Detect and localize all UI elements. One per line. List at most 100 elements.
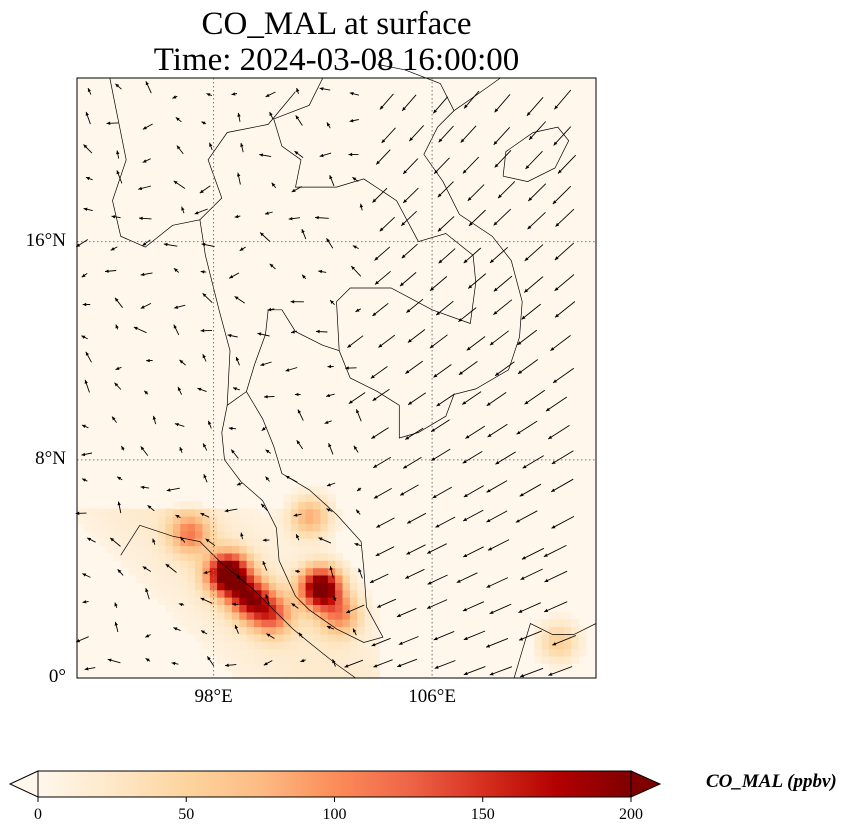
wind-arrow-head bbox=[178, 603, 183, 607]
wind-arrow-head bbox=[194, 211, 199, 215]
wind-arrow-shaft bbox=[493, 299, 513, 315]
wind-arrow-head bbox=[234, 214, 239, 219]
wind-arrow-shaft bbox=[493, 275, 513, 292]
gridlines bbox=[77, 78, 596, 678]
wind-arrow-head bbox=[147, 505, 152, 509]
wind-arrow-head bbox=[231, 92, 236, 96]
wind-arrow-shaft bbox=[487, 423, 508, 438]
wind-arrow-head bbox=[142, 566, 147, 570]
wind-arrow-head bbox=[355, 308, 360, 312]
wind-arrow-shaft bbox=[523, 276, 544, 293]
wind-arrow-head bbox=[515, 519, 520, 523]
wind-arrow-head bbox=[464, 104, 468, 109]
colorbar-body bbox=[37, 770, 632, 798]
wind-arrow-head bbox=[518, 609, 523, 613]
wind-arrow-head bbox=[200, 270, 205, 274]
wind-arrow-head bbox=[468, 222, 473, 226]
wind-arrow-head bbox=[114, 621, 118, 626]
wind-arrow-head bbox=[371, 435, 376, 439]
wind-arrow-head bbox=[174, 423, 179, 427]
wind-arrow-head bbox=[345, 366, 349, 370]
map-frame bbox=[76, 77, 597, 679]
wind-arrow-shaft bbox=[518, 630, 542, 641]
wind-arrow-head bbox=[554, 105, 558, 110]
wind-arrow-shaft bbox=[517, 329, 538, 346]
wind-arrow-head bbox=[378, 343, 383, 348]
wind-arrow-head bbox=[527, 225, 532, 230]
wind-arrow-head bbox=[115, 366, 120, 370]
wind-arrow-head bbox=[84, 667, 89, 671]
wind-arrow-shaft bbox=[467, 184, 485, 202]
wind-arrow-head bbox=[326, 393, 331, 398]
wind-arrow-head bbox=[433, 109, 437, 114]
wind-arrow-head bbox=[437, 193, 442, 198]
wind-arrow-shaft bbox=[554, 242, 574, 261]
wind-arrow-head bbox=[133, 326, 138, 331]
wind-arrow-head bbox=[83, 207, 88, 211]
wind-arrow-shaft bbox=[462, 546, 484, 558]
wind-arrow-head bbox=[488, 547, 492, 551]
wind-arrow-head bbox=[179, 447, 183, 451]
wind-arrow-head bbox=[326, 238, 330, 243]
wind-arrow-head bbox=[81, 424, 86, 428]
wind-arrow-shaft bbox=[527, 183, 547, 202]
wind-arrow-shaft bbox=[525, 150, 543, 170]
wind-arrow-head bbox=[375, 280, 379, 285]
wind-arrow-head bbox=[427, 550, 432, 554]
wind-arrow-head bbox=[408, 401, 413, 405]
wind-arrow-head bbox=[285, 475, 290, 480]
wind-arrow-head bbox=[554, 256, 559, 260]
wind-arrow-shaft bbox=[487, 539, 510, 551]
wind-arrow-head bbox=[105, 269, 109, 273]
wind-arrow-head bbox=[456, 579, 461, 583]
wind-arrow-head bbox=[207, 656, 211, 661]
wind-arrow-head bbox=[203, 443, 207, 448]
wind-arrow-head bbox=[379, 227, 384, 232]
wind-arrow-head bbox=[347, 344, 352, 348]
wind-arrow-head bbox=[489, 610, 494, 614]
wind-arrow-head bbox=[544, 608, 549, 612]
wind-arrow-head bbox=[166, 488, 171, 492]
wind-arrow-shaft bbox=[515, 510, 538, 523]
wind-arrow-head bbox=[403, 170, 407, 174]
wind-arrow-shaft bbox=[486, 510, 508, 523]
wind-arrow-shaft bbox=[526, 97, 544, 117]
wind-arrow-head bbox=[329, 175, 333, 180]
wind-arrow-head bbox=[520, 576, 525, 580]
wind-arrow-head bbox=[351, 266, 355, 270]
wind-arrow-head bbox=[267, 307, 272, 312]
wind-arrow-head bbox=[493, 287, 498, 292]
wind-arrow-head bbox=[486, 584, 491, 588]
wind-arrow-head bbox=[106, 121, 111, 125]
wind-arrow-head bbox=[405, 370, 410, 374]
wind-arrow-shaft bbox=[438, 125, 454, 143]
wind-arrow-head bbox=[262, 561, 266, 565]
wind-arrow-shaft bbox=[551, 516, 575, 529]
wind-arrow-head bbox=[146, 358, 150, 363]
wind-arrow-shaft bbox=[434, 660, 456, 669]
wind-arrow-head bbox=[234, 296, 239, 300]
wind-arrow-head bbox=[429, 344, 434, 349]
map-time: Time: 2024-03-08 16:00:00 bbox=[153, 42, 520, 78]
wind-arrow-head bbox=[518, 370, 522, 374]
wind-arrow-head bbox=[493, 140, 498, 145]
wind-arrow-head bbox=[486, 489, 491, 493]
wind-arrow-head bbox=[346, 609, 351, 614]
wind-arrow-head bbox=[493, 311, 498, 315]
wind-arrow-head bbox=[205, 538, 210, 543]
wind-arrow-head bbox=[396, 613, 401, 617]
coastline-1 bbox=[139, 524, 356, 679]
wind-arrow-head bbox=[431, 428, 436, 432]
wind-arrow-head bbox=[200, 513, 205, 517]
wind-arrow-shaft bbox=[493, 208, 512, 226]
wind-arrow-shaft bbox=[548, 666, 573, 676]
wind-arrow-head bbox=[144, 390, 148, 395]
wind-arrow-head bbox=[409, 137, 413, 142]
wind-arrow-shaft bbox=[550, 478, 574, 493]
wind-arrow-head bbox=[201, 121, 206, 125]
wind-arrow-shaft bbox=[551, 450, 574, 465]
wind-arrow-head bbox=[202, 293, 207, 297]
wind-arrow-head bbox=[352, 245, 357, 249]
wind-arrow-shaft bbox=[433, 364, 452, 378]
wind-arrow-head bbox=[110, 247, 115, 251]
